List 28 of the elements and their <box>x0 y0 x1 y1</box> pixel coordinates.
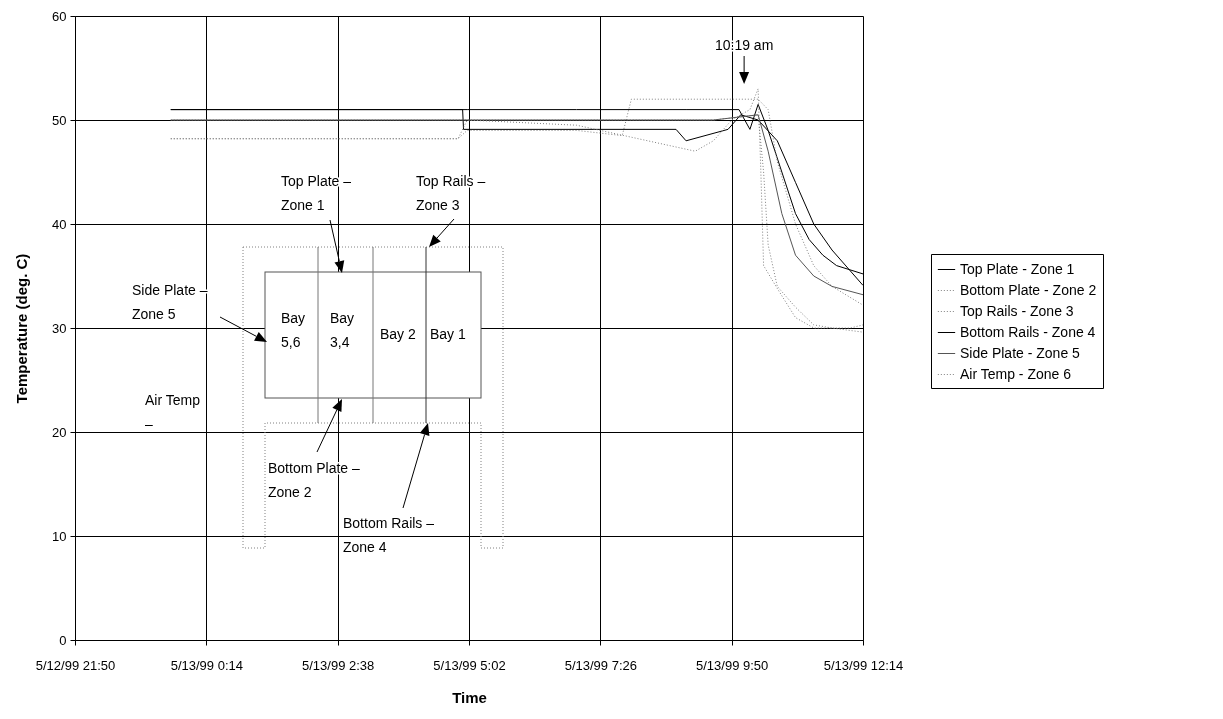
x-tick-label: 5/13/99 7:26 <box>564 657 637 673</box>
x-tick-label: 5/13/99 5:02 <box>433 657 506 673</box>
annotation: Bay 1 <box>430 326 467 342</box>
y-tick-label: 60 <box>52 8 67 24</box>
legend-label: Bottom Rails - Zone 4 <box>960 323 1096 340</box>
y-axis-title: Temperature (deg. C) <box>13 253 31 404</box>
legend-label: Top Plate - Zone 1 <box>960 260 1075 277</box>
y-tick-label: 10 <box>52 528 67 544</box>
y-tick-label: 50 <box>52 112 67 128</box>
x-tick-label: 5/12/99 21:50 <box>35 657 116 673</box>
x-tick-label: 5/13/99 9:50 <box>696 657 769 673</box>
legend-label: Side Plate - Zone 5 <box>960 344 1081 361</box>
x-tick-label: 5/13/99 0:14 <box>170 657 243 673</box>
annotation: Bay 5,6 <box>281 310 306 350</box>
y-tick-label: 30 <box>52 320 67 336</box>
annotation: Bay 2 <box>380 326 417 342</box>
y-tick-label: 40 <box>52 216 67 232</box>
x-tick-label: 5/13/99 12:14 <box>823 657 904 673</box>
annotation: Bay 3,4 <box>330 310 355 350</box>
annotation: Air Temp – <box>145 392 201 432</box>
y-tick-label: 0 <box>59 632 67 648</box>
legend-label: Top Rails - Zone 3 <box>960 302 1074 319</box>
legend-label: Bottom Plate - Zone 2 <box>960 281 1097 298</box>
x-tick-label: 5/13/99 2:38 <box>302 657 375 673</box>
x-axis-title: Time <box>452 688 487 706</box>
y-tick-label: 20 <box>52 424 67 440</box>
annotation: Bottom Rails – Zone 4 <box>343 515 435 555</box>
legend-label: Air Temp - Zone 6 <box>960 365 1072 382</box>
